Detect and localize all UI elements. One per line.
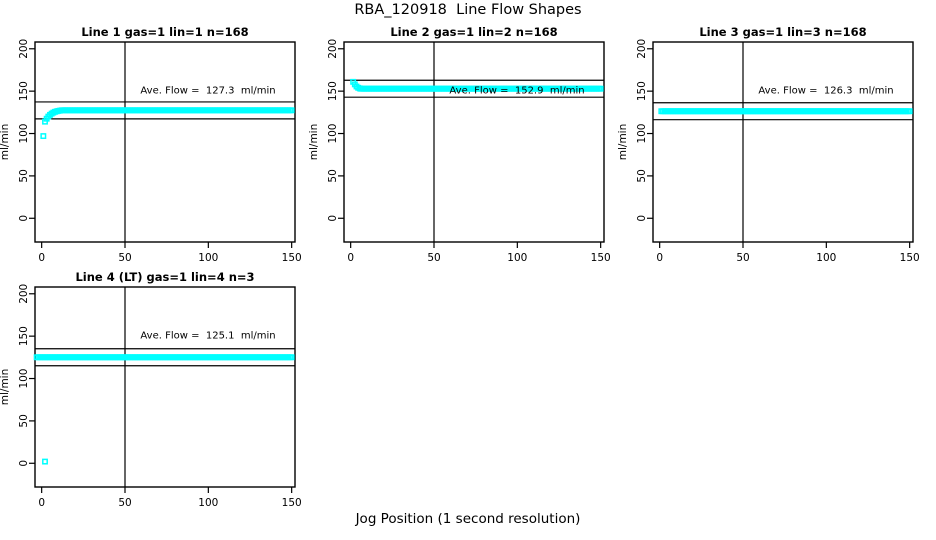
plot-box (652, 41, 914, 243)
panel-line-2: Line 2 gas=1 lin=2 n=168 0 50 100 150 0 50 100… (309, 25, 619, 276)
plot-svg-line-3: 0 50 100 150 0 50 100 150 200 ml/min (618, 39, 920, 264)
data-point-marker (906, 108, 913, 115)
ave-flow-annotation: Ave. Flow = 126.3 ml/min (758, 85, 894, 97)
y-tick-label: 150 (327, 81, 339, 101)
panel-line-1: Line 1 gas=1 lin=1 n=168 0 50 100 150 0 50 100… (0, 25, 310, 276)
panel-title: Line 2 gas=1 lin=2 n=168 (390, 25, 558, 39)
y-tick-label: 200 (18, 284, 30, 304)
y-tick-label: 50 (18, 414, 30, 427)
y-axis-label: ml/min (309, 124, 320, 160)
x-tick-label: 150 (591, 252, 611, 264)
y-axis-label: ml/min (0, 124, 11, 160)
plot-svg-line-4: 0 50 100 150 0 50 100 150 200 ml/min (0, 284, 302, 509)
y-tick-label: 100 (18, 124, 30, 144)
y-tick-label: 200 (636, 39, 648, 59)
x-tick-label: 0 (38, 252, 45, 264)
panel-line-3: Line 3 gas=1 lin=3 n=168 0 50 100 150 0 50 100… (618, 25, 928, 276)
x-tick-label: 50 (736, 252, 749, 264)
ave-flow-annotation: Ave. Flow = 125.1 ml/min (140, 330, 276, 342)
y-tick-label: 0 (636, 215, 648, 222)
plot-box (34, 41, 296, 243)
plot-svg-line-1: 0 50 100 150 0 50 100 150 200 ml/min (0, 39, 302, 264)
y-tick-label: 50 (327, 169, 339, 182)
y-tick-label: 100 (18, 369, 30, 389)
data-point-marker (40, 133, 47, 140)
panel-title: Line 1 gas=1 lin=1 n=168 (81, 25, 249, 39)
x-tick-label: 150 (900, 252, 920, 264)
panel-line-4: Line 4 (LT) gas=1 lin=4 n=3 0 50 100 150 0 50… (0, 270, 310, 521)
y-tick-label: 0 (18, 460, 30, 467)
y-tick-label: 200 (18, 39, 30, 59)
y-tick-label: 200 (327, 39, 339, 59)
y-tick-label: 50 (18, 169, 30, 182)
data-point-marker (288, 107, 295, 114)
y-tick-label: 150 (636, 81, 648, 101)
y-tick-label: 150 (18, 81, 30, 101)
x-tick-label: 150 (282, 252, 302, 264)
x-tick-label: 100 (198, 497, 218, 509)
x-tick-label: 0 (38, 497, 45, 509)
y-tick-label: 0 (327, 215, 339, 222)
y-tick-label: 50 (636, 169, 648, 182)
x-tick-label: 0 (656, 252, 663, 264)
panel-title: Line 3 gas=1 lin=3 n=168 (699, 25, 867, 39)
y-tick-label: 150 (18, 326, 30, 346)
plot-box (343, 41, 605, 243)
ave-flow-annotation: Ave. Flow = 127.3 ml/min (140, 85, 276, 97)
x-tick-label: 100 (198, 252, 218, 264)
x-tick-label: 100 (816, 252, 836, 264)
ave-flow-annotation: Ave. Flow = 152.9 ml/min (449, 85, 585, 97)
x-tick-label: 150 (282, 497, 302, 509)
panel-title: Line 4 (LT) gas=1 lin=4 n=3 (75, 270, 255, 284)
x-axis-label: Jog Position (1 second resolution) (355, 511, 581, 527)
data-point-marker (597, 85, 604, 92)
y-tick-label: 0 (18, 215, 30, 222)
y-axis-label: ml/min (618, 124, 629, 160)
data-point-marker (288, 354, 295, 361)
data-point-marker (42, 458, 48, 465)
y-tick-label: 100 (636, 124, 648, 144)
figure-title: RBA_120918 Line Flow Shapes (354, 2, 582, 18)
x-tick-label: 50 (427, 252, 440, 264)
plot-box (34, 286, 296, 488)
y-tick-label: 100 (327, 124, 339, 144)
x-tick-label: 50 (118, 497, 131, 509)
y-axis-label: ml/min (0, 369, 11, 405)
x-tick-label: 50 (118, 252, 131, 264)
plot-svg-line-2: 0 50 100 150 0 50 100 150 200 ml/min (309, 39, 611, 264)
x-tick-label: 100 (507, 252, 527, 264)
x-tick-label: 0 (347, 252, 354, 264)
